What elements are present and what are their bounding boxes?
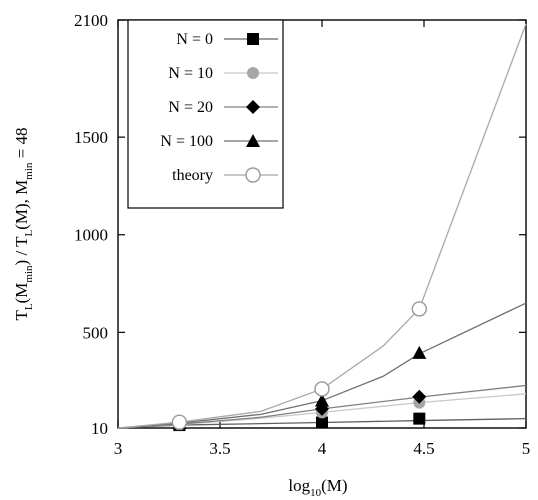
series-0-point-2	[413, 412, 426, 425]
legend-marker-0	[247, 33, 259, 45]
series-3-point-2	[412, 345, 427, 359]
plot-area: 3 3.5 4 4.5 5 10 500 1000 1500 2100	[74, 11, 530, 458]
series-4-point-1	[314, 381, 330, 397]
y-tick-label-1: 500	[83, 323, 109, 342]
y-tick-label-2: 1000	[74, 226, 108, 245]
x-tick-label-0: 3	[114, 439, 123, 458]
series-2-point-2	[412, 389, 427, 404]
legend-marker-3	[246, 134, 260, 147]
series-line-2	[117, 384, 527, 429]
x-tick-label-3: 4.5	[413, 439, 434, 458]
series-4-point-0	[171, 414, 188, 430]
legend-label-0: N = 0	[176, 31, 213, 48]
legend-marker-1	[247, 67, 259, 79]
svg-text:TL(Mmin) / TL(M), Mmin = 48: TL(Mmin) / TL(M), Mmin = 48	[12, 127, 35, 320]
x-axis-title: log10(M)	[288, 476, 347, 499]
y-tick-label-3: 1500	[74, 128, 108, 147]
y-axis-title: TL(Mmin) / TL(M), Mmin = 48	[12, 127, 35, 320]
series-0-point-1	[316, 416, 328, 429]
x-tick-label-2: 4	[318, 439, 327, 458]
series-4-point-2	[411, 301, 428, 317]
legend-label-3: N = 100	[160, 133, 213, 150]
legend-marker-2	[246, 100, 260, 114]
x-tick-label-1: 3.5	[209, 439, 230, 458]
y-tick-label-4: 2100	[74, 11, 108, 30]
series-3-point-1	[315, 393, 329, 407]
legend-label-2: N = 20	[168, 99, 213, 116]
x-tick-label-4: 5	[522, 439, 531, 458]
legend-label-1: N = 10	[168, 65, 213, 82]
legend: N = 0 N = 10 N = 20 N = 100 theory	[127, 19, 284, 209]
legend-marker-4	[245, 167, 261, 183]
legend-label-4: theory	[172, 167, 213, 184]
y-tick-label-0: 10	[91, 419, 108, 438]
